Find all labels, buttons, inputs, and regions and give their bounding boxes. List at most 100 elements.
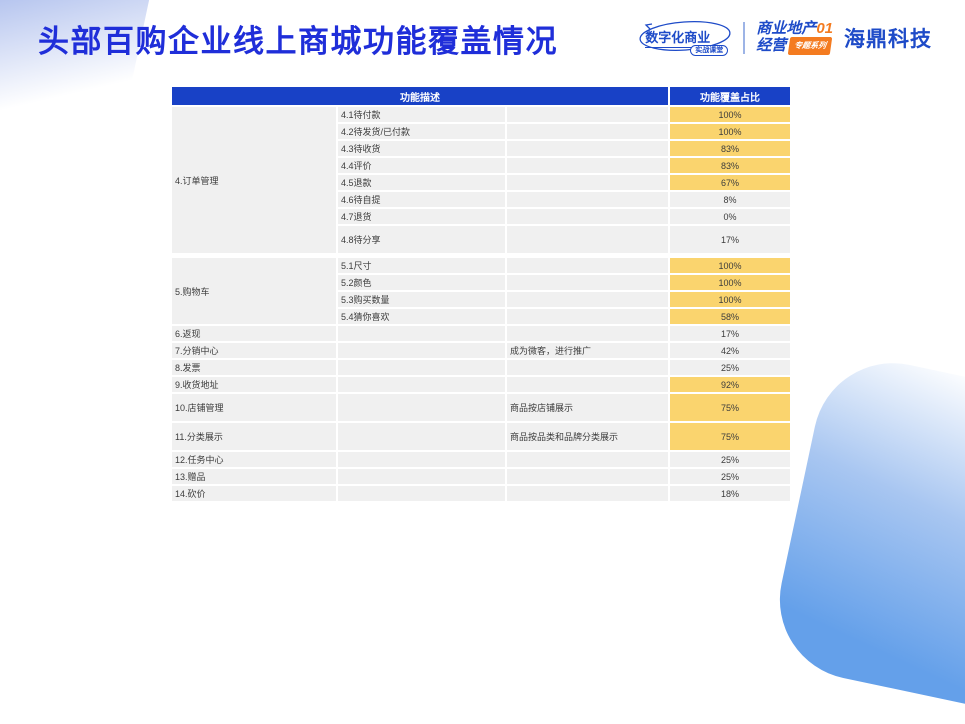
sub-item-cell: 4.3待收货 — [336, 139, 507, 158]
logo-commercial-text: 商业地产 — [756, 20, 817, 37]
note-cell — [504, 324, 671, 343]
table-row: 4.5退款 67% — [171, 173, 793, 192]
table-row: 8.发票 25% — [170, 358, 793, 377]
note-cell — [504, 467, 671, 486]
sub-item-cell: 4.6待自提 — [336, 190, 507, 209]
logo-digital-business: 数字化商业 实战课堂 — [638, 18, 732, 58]
note-cell — [504, 105, 671, 124]
logo-digital-business-text: 数字化商业 — [645, 27, 711, 48]
coverage-percent-cell: 75% — [668, 421, 793, 452]
note-cell: 成为微客，进行推广 — [504, 341, 671, 360]
note-cell — [504, 122, 671, 141]
logo-commercial-line2: 经营 专题系列 — [756, 37, 833, 55]
table-row: 13.赠品 25% — [170, 467, 793, 486]
table-row: 14.砍价 18% — [170, 484, 793, 503]
decor-bottom-right-gradient — [765, 348, 965, 724]
coverage-percent-cell: 58% — [668, 307, 793, 326]
page-title: 头部百购企业线上商城功能覆盖情况 — [38, 24, 558, 59]
coverage-percent-cell: 83% — [668, 156, 793, 175]
note-cell — [504, 139, 671, 158]
table-row: 6.返现 17% — [170, 324, 793, 343]
table-row: 5.3购买数量 100% — [171, 290, 793, 309]
coverage-percent-cell: 25% — [668, 358, 793, 377]
sub-item-cell — [336, 375, 507, 394]
coverage-percent-cell: 100% — [668, 290, 793, 309]
table-row: 9.收货地址 92% — [170, 375, 793, 394]
sub-item-cell: 4.4评价 — [336, 156, 507, 175]
col-header-coverage-ratio: 功能覆盖占比 — [668, 85, 793, 107]
ellipse-sketch-icon — [639, 21, 731, 51]
note-cell — [504, 358, 671, 377]
sub-item-cell — [336, 392, 507, 423]
note-cell: 商品按店铺展示 — [504, 392, 671, 423]
table-row: 7.分销中心 成为微客，进行推广 42% — [170, 341, 793, 360]
note-cell — [504, 156, 671, 175]
table-row: 10.店铺管理 商品按店铺展示 75% — [170, 392, 793, 423]
coverage-percent-cell: 100% — [668, 122, 793, 141]
coverage-percent-cell: 0% — [668, 207, 793, 226]
category-cell: 14.砍价 — [170, 484, 338, 503]
logo-commercial-number: 01 — [816, 20, 833, 37]
coverage-percent-cell: 25% — [668, 450, 793, 469]
coverage-percent-cell: 100% — [668, 105, 793, 124]
logo-commercial-line1: 商业地产01 — [756, 21, 833, 37]
sub-item-cell — [336, 484, 507, 503]
category-cell: 12.任务中心 — [170, 450, 338, 469]
note-cell — [504, 207, 671, 226]
sub-item-cell: 4.2待发货/已付款 — [336, 122, 507, 141]
note-cell — [504, 375, 671, 394]
sub-item-cell — [336, 450, 507, 469]
category-cell: 11.分类展示 — [170, 421, 338, 452]
table-row: 4.8待分享 17% — [171, 224, 793, 257]
table-row: 5.2颜色 100% — [171, 273, 793, 292]
table-row: 4.4评价 83% — [171, 156, 793, 175]
category-cell: 13.赠品 — [170, 467, 338, 486]
sub-item-cell: 4.8待分享 — [336, 224, 507, 257]
sub-item-cell — [336, 358, 507, 377]
coverage-percent-cell: 42% — [668, 341, 793, 360]
coverage-percent-cell: 18% — [668, 484, 793, 503]
table-row: 5.购物车 5.1尺寸 100% — [170, 253, 793, 326]
note-cell — [504, 290, 671, 309]
coverage-percent-cell: 8% — [668, 190, 793, 209]
sub-item-cell — [336, 324, 507, 343]
coverage-percent-cell: 17% — [668, 324, 793, 343]
category-cell: 9.收货地址 — [170, 375, 338, 394]
note-cell — [504, 190, 671, 209]
coverage-percent-cell: 83% — [668, 139, 793, 158]
note-cell — [504, 253, 671, 275]
sub-item-cell: 5.2颜色 — [336, 273, 507, 292]
sub-item-cell: 4.7退货 — [336, 207, 507, 226]
table-row: 4.3待收货 83% — [171, 139, 793, 158]
coverage-table: 功能描述 功能覆盖占比 4.订单管理 4.1待付款 100% 4.2待发货/已付款 10… — [169, 85, 793, 503]
category-cell: 7.分销中心 — [170, 341, 338, 360]
note-cell — [504, 450, 671, 469]
category-cell: 8.发票 — [170, 358, 338, 377]
table-row: 12.任务中心 25% — [170, 450, 793, 469]
sub-item-cell: 4.5退款 — [336, 173, 507, 192]
logo-haiding-tech: 海鼎科技 — [844, 28, 932, 51]
sub-item-cell: 5.4猜你喜欢 — [336, 307, 507, 326]
coverage-percent-cell: 25% — [668, 467, 793, 486]
sub-item-cell: 5.1尺寸 — [336, 253, 507, 275]
sub-item-cell — [336, 421, 507, 452]
category-cell: 10.店铺管理 — [170, 392, 338, 423]
coverage-percent-cell: 67% — [668, 173, 793, 192]
coverage-percent-cell: 92% — [668, 375, 793, 394]
category-cell: 5.购物车 — [170, 253, 338, 326]
category-cell: 4.订单管理 — [170, 105, 338, 257]
table-row: 5.4猜你喜欢 58% — [171, 307, 793, 326]
note-cell — [504, 273, 671, 292]
note-cell — [504, 173, 671, 192]
note-cell — [504, 484, 671, 503]
coverage-percent-cell: 75% — [668, 392, 793, 423]
logo-practice-class-badge: 实战课堂 — [690, 45, 729, 56]
col-header-function-desc: 功能描述 — [169, 85, 671, 107]
logo-separator — [743, 22, 746, 54]
note-cell — [504, 307, 671, 326]
coverage-percent-cell: 17% — [668, 224, 793, 257]
note-cell: 商品按品类和品牌分类展示 — [504, 421, 671, 452]
category-cell: 6.返现 — [170, 324, 338, 343]
table-row: 4.2待发货/已付款 100% — [171, 122, 793, 141]
note-cell — [504, 224, 671, 257]
